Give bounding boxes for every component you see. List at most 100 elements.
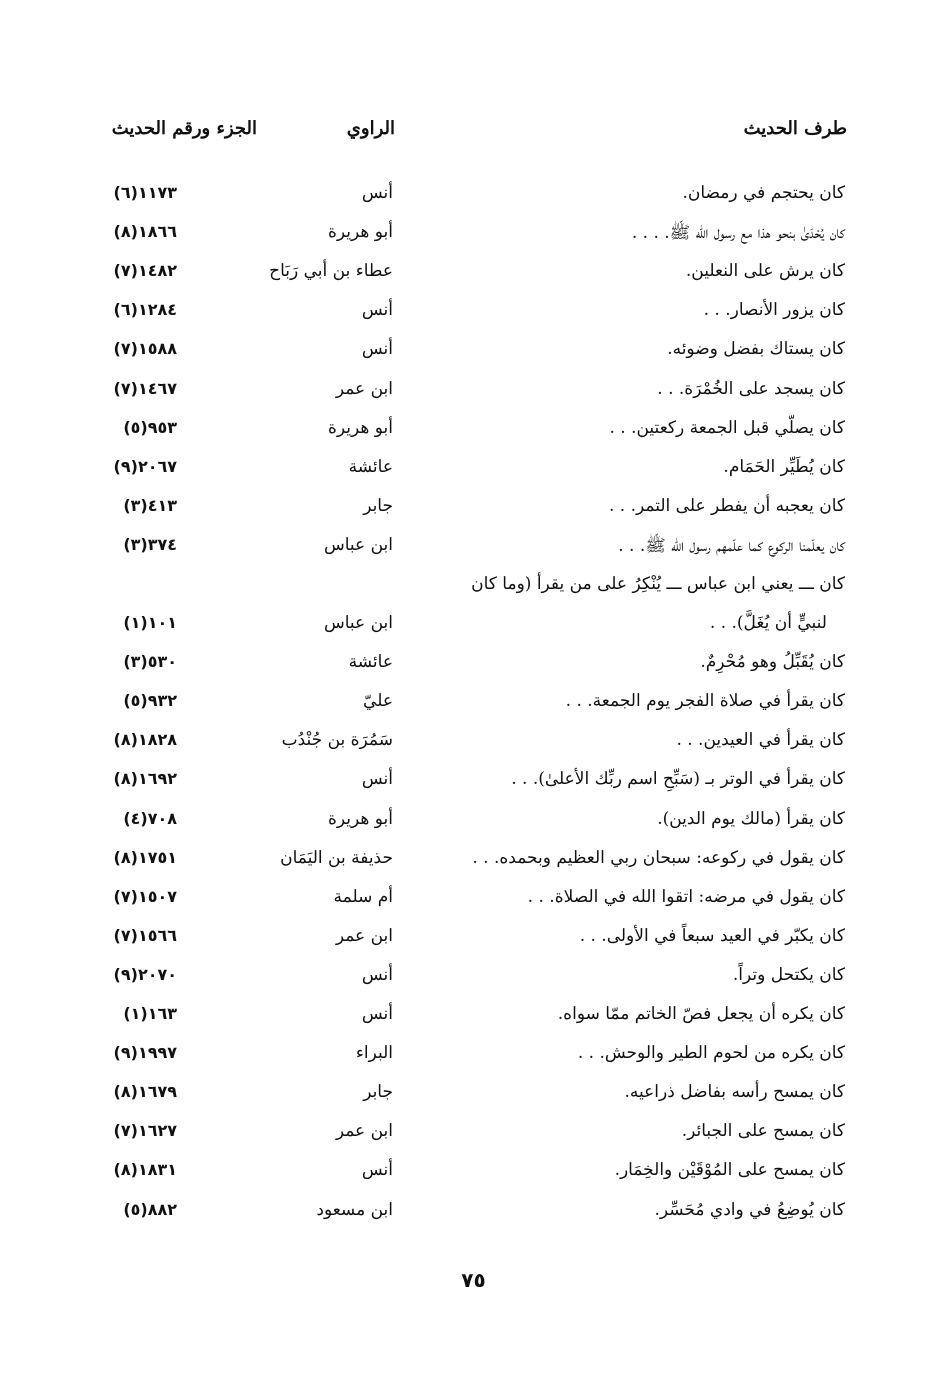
table-row: كان يكتحل وتراً. أنس ٢٠٧٠(٩) <box>0 957 947 996</box>
table-row: كان يمسح رأسه بفاضل ذراعيه. جابر ١٦٧٩(٨) <box>0 1074 947 1113</box>
hadith-text: كان يقول في ركوعه: سبحان ربي العظيم وبحم… <box>472 847 845 868</box>
volume-hadith-number: ١٤٦٧(٧) <box>113 378 177 398</box>
narrator: أنس <box>361 769 393 790</box>
volume-hadith-number: ٤١٣(٣) <box>123 495 177 515</box>
narrator: سَمُرَة بن جُنْدُب <box>281 730 393 751</box>
volume-hadith-number: ١٨٦٦(٨) <box>113 222 177 242</box>
hadith-text: كان يكره أن يجعل فصّ الخاتم ممّا سواه. <box>557 1004 845 1024</box>
table-row: كان يرش على النعلين. عطاء بن أبي رَبَاح ١٤… <box>0 253 947 292</box>
hadith-text: كان يعجبه أن يفطر على التمر. . . <box>609 495 845 516</box>
volume-hadith-number: ١٨٣١(٨) <box>113 1160 177 1180</box>
narrator: عائشة <box>348 456 393 477</box>
table-row: كان يكره من لحوم الطير والوحش. . . البراء… <box>0 1035 947 1074</box>
hadith-text: كان يمسح على الجبائر. <box>681 1121 845 1142</box>
narrator: عائشة <box>348 652 393 673</box>
table-row: كان يُحْدَىٰ بنحو هذا مع رسول الله ﷺ. . … <box>0 214 947 253</box>
volume-hadith-number: ٥٣٠(٣) <box>123 652 177 672</box>
hadith-text: كان يصلّي قبل الجمعة ركعتين. . . <box>609 417 845 438</box>
narrator: ابن عمر <box>335 1121 393 1142</box>
narrator: أبو هريرة <box>327 222 393 243</box>
narrator: أنس <box>361 339 393 360</box>
table-row: كان يعلّمنا الركوع كما علّمهم رسول الله … <box>0 527 947 566</box>
table-row: كان يمسح على الجبائر. ابن عمر ١٦٢٧(٧) <box>0 1113 947 1152</box>
hadith-text: كان يكره من لحوم الطير والوحش. . . <box>577 1043 845 1064</box>
hadith-text: كان يقرأ في العيدين. . . <box>676 730 845 751</box>
table-row: كان يقرأ في العيدين. . . سَمُرَة بن جُنْد… <box>0 722 947 761</box>
hadith-text: كان يُطَيِّر الحَمَام. <box>723 456 845 477</box>
table-row: كان يقول في مرضه: اتقوا الله في الصلاة. … <box>0 879 947 918</box>
table-row: كان يكبّر في العيد سبعاً في الأولى. . . ا… <box>0 918 947 957</box>
narrator: عطاء بن أبي رَبَاح <box>269 261 393 282</box>
hadith-text: كان يُحْدَىٰ بنحو هذا مع رسول الله ﷺ. . … <box>631 223 845 244</box>
table-row: كان ـــ يعني ابن عباس ـــ يُنْكِرُ على م… <box>0 566 947 605</box>
narrator: ابن عمر <box>335 925 393 946</box>
header-hadith: طرف الحديث <box>743 118 847 139</box>
table-row: كان يقرأ (مالك يوم الدين). أبو هريرة ٧٠٨(٤… <box>0 801 947 840</box>
volume-hadith-number: ٧٠٨(٤) <box>123 808 177 828</box>
volume-hadith-number: ١٠١(١) <box>123 613 177 632</box>
hadith-text: كان يُوضِعُ في وادي مُحَسِّر. <box>654 1199 845 1220</box>
volume-hadith-number: ١٤٨٢(٧) <box>113 261 177 281</box>
volume-hadith-number: ٩٥٣(٥) <box>123 417 177 437</box>
hadith-text: كان يقول في مرضه: اتقوا الله في الصلاة. … <box>527 886 845 907</box>
narrator: أبو هريرة <box>327 417 393 438</box>
volume-hadith-number: ١٦٩٢(٨) <box>113 769 177 789</box>
narrator: أنس <box>361 1004 393 1024</box>
volume-hadith-number: ١٥٦٦(٧) <box>113 925 177 945</box>
narrator: أبو هريرة <box>327 808 393 829</box>
table-row: كان يستاك بفضل وضوئه. أنس ١٥٨٨(٧) <box>0 331 947 370</box>
hadith-text: كان يكبّر في العيد سبعاً في الأولى. . . <box>579 925 845 946</box>
hadith-text: كان يمسح على المُوْقَيْن والخِمَار. <box>614 1160 845 1181</box>
volume-hadith-number: ١٥٨٨(٧) <box>113 339 177 359</box>
page-number: ٧٥ <box>461 1268 486 1292</box>
narrator: ابن عمر <box>335 378 393 399</box>
hadith-text-continued: لنبيٍّ أن يُغَلَّ). . . <box>709 613 827 633</box>
volume-hadith-number: ١٦٢٧(٧) <box>113 1121 177 1141</box>
table-row: كان يمسح على المُوْقَيْن والخِمَار. أنس ١٨… <box>0 1152 947 1191</box>
narrator: أنس <box>361 300 393 321</box>
narrator: البراء <box>355 1043 393 1064</box>
table-row: كان يزور الأنصار. . . أنس ١٢٨٤(٦) <box>0 292 947 331</box>
volume-hadith-number: ١٧٥١(٨) <box>113 847 177 867</box>
volume-hadith-number: ٢٠٧٠(٩) <box>113 964 177 984</box>
volume-hadith-number: ١٥٠٧(٧) <box>113 886 177 906</box>
narrator: جابر <box>363 495 393 516</box>
hadith-text: كان يقرأ في صلاة الفجر يوم الجمعة. . . <box>565 691 845 712</box>
narrator: أم سلمة <box>333 886 393 907</box>
hadith-text: كان ـــ يعني ابن عباس ـــ يُنْكِرُ على م… <box>471 574 845 594</box>
volume-hadith-number: ٢٠٦٧(٩) <box>113 456 177 476</box>
hadith-text: كان يقرأ (مالك يوم الدين). <box>657 808 845 829</box>
table-row: كان يقرأ في الوتر بـ (سَبِّحِ اسم ربِّك … <box>0 761 947 800</box>
table-row: لنبيٍّ أن يُغَلَّ). . . ابن عباس ١٠١(١) <box>0 605 947 644</box>
narrator: ابن مسعود <box>316 1199 393 1220</box>
volume-hadith-number: ١٨٢٨(٨) <box>113 730 177 750</box>
hadith-text: كان يحتجم في رمضان. <box>682 183 845 203</box>
table-row: كان يُوضِعُ في وادي مُحَسِّر. ابن مسعود ٨٨… <box>0 1192 947 1231</box>
table-row: كان يحتجم في رمضان. أنس ١١٧٣(٦) <box>0 175 947 214</box>
volume-hadith-number: ١٦٧٩(٨) <box>113 1082 177 1102</box>
table-row: كان يقرأ في صلاة الفجر يوم الجمعة. . . عل… <box>0 683 947 722</box>
table-row: كان يسجد على الخُمْرَة. . . ابن عمر ١٤٦٧(٧… <box>0 371 947 410</box>
volume-hadith-number: ٨٨٢(٥) <box>123 1199 177 1219</box>
narrator: ابن عباس <box>323 613 393 633</box>
table-row: كان يقول في ركوعه: سبحان ربي العظيم وبحم… <box>0 840 947 879</box>
volume-hadith-number: ١٢٨٤(٦) <box>113 300 177 320</box>
hadith-text: كان يرش على النعلين. <box>685 261 845 282</box>
table-row: كان يكره أن يجعل فصّ الخاتم ممّا سواه. أن… <box>0 996 947 1035</box>
narrator: حذيفة بن اليَمَان <box>280 847 393 868</box>
header-reference: الجزء ورقم الحديث <box>111 118 257 139</box>
narrator: أنس <box>361 183 393 203</box>
hadith-text: كان يعلّمنا الركوع كما علّمهم رسول الله … <box>618 535 845 556</box>
table-row: كان يصلّي قبل الجمعة ركعتين. . . أبو هرير… <box>0 410 947 449</box>
hadith-text: كان يقرأ في الوتر بـ (سَبِّحِ اسم ربِّك … <box>511 769 845 790</box>
volume-hadith-number: ٩٣٢(٥) <box>123 691 177 711</box>
volume-hadith-number: ١٩٩٧(٩) <box>113 1043 177 1063</box>
volume-hadith-number: ١١٧٣(٦) <box>113 183 177 202</box>
volume-hadith-number: ١٦٣(١) <box>123 1004 177 1023</box>
hadith-text: كان يمسح رأسه بفاضل ذراعيه. <box>624 1082 845 1103</box>
table-row: كان يُطَيِّر الحَمَام. عائشة ٢٠٦٧(٩) <box>0 449 947 488</box>
table-row: كان يُقَبِّلُ وهو مُحْرِمٌ. عائشة ٥٣٠(٣) <box>0 644 947 683</box>
narrator: أنس <box>361 1160 393 1181</box>
hadith-text: كان يزور الأنصار. . . <box>703 300 845 321</box>
narrator: أنس <box>361 964 393 985</box>
